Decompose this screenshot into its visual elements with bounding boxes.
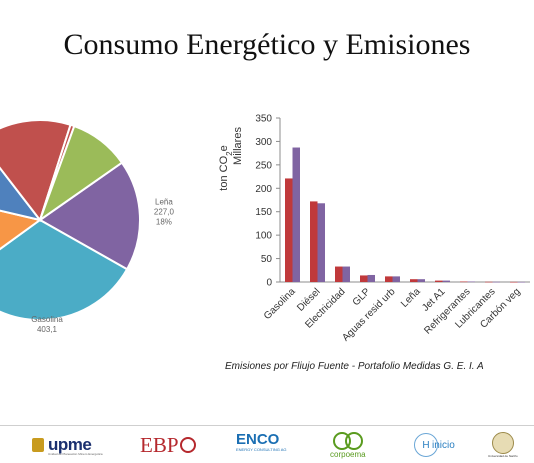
- x-tick-label: Gasolina: [262, 286, 298, 322]
- chart-caption: Emisiones por Fliujo Fuente - Portafolio…: [225, 361, 484, 372]
- bar-6-series-1: [443, 281, 451, 282]
- bar-0-series-0: [285, 178, 293, 282]
- hinicio-logo: H inicio: [414, 432, 455, 458]
- logo-strip: upme Unidad de Planeación Minero Energét…: [0, 425, 534, 463]
- y-axis-label-units: Millares: [232, 127, 244, 165]
- bar-8-series-0: [485, 282, 493, 283]
- bar-7-series-0: [460, 282, 468, 283]
- bar-9-series-1: [518, 282, 526, 283]
- y-tick-label: 0: [266, 278, 272, 289]
- bar-2-series-0: [335, 267, 343, 282]
- bar-7-series-1: [468, 282, 476, 283]
- ebp-ring-icon: [180, 437, 196, 453]
- pie-label: Gasolina: [31, 315, 63, 324]
- upme-logo-subtext: Unidad de Planeación Minero Energética: [48, 452, 103, 456]
- corpoema-logo: corpoema: [330, 432, 366, 458]
- bar-0-series-1: [293, 148, 301, 282]
- pie-label: Leña: [155, 198, 173, 207]
- y-tick-label: 50: [261, 254, 273, 265]
- y-tick-label: 300: [255, 137, 272, 148]
- ebp-logo: EBP: [140, 432, 196, 458]
- corpoema-logo-text: corpoema: [330, 450, 366, 459]
- upme-logo: upme Unidad de Planeación Minero Energét…: [32, 432, 91, 458]
- hinicio-logo-text: inicio: [432, 440, 455, 451]
- enco-logo-text: ENCO: [236, 432, 279, 447]
- corpoema-rings-icon: [336, 432, 360, 450]
- bar-4-series-0: [385, 276, 393, 282]
- slide-title: Consumo Energético y Emisiones: [0, 28, 534, 62]
- bar-1-series-1: [318, 203, 326, 282]
- x-tick-label: GLP: [351, 286, 373, 308]
- bar-1-series-0: [310, 201, 318, 282]
- bar-5-series-1: [418, 279, 426, 282]
- upme-mark-icon: [32, 438, 44, 452]
- y-tick-label: 100: [255, 231, 272, 242]
- universidad-narino-logo: Universidad de Nariño: [488, 432, 518, 458]
- y-tick-label: 350: [255, 114, 272, 125]
- y-tick-label: 200: [255, 184, 272, 195]
- ylabel-top: ton CO: [218, 155, 230, 190]
- bar-2-series-1: [343, 267, 351, 282]
- enco-logo-subtext: ENERGY CONSULTING AG: [236, 447, 287, 452]
- ebp-logo-text: EBP: [140, 433, 179, 458]
- bar-3-series-1: [368, 275, 376, 282]
- enco-logo: ENCO ENERGY CONSULTING AG: [236, 432, 287, 458]
- bar-5-series-0: [410, 279, 418, 282]
- bar-9-series-0: [510, 282, 518, 283]
- bar-4-series-1: [393, 276, 401, 282]
- y-tick-label: 150: [255, 207, 272, 218]
- bar-6-series-0: [435, 281, 443, 282]
- university-seal-icon: [492, 432, 514, 454]
- pie-label: 18%: [156, 218, 172, 227]
- pie-label: 227,0: [154, 208, 175, 217]
- y-tick-label: 250: [255, 160, 272, 171]
- university-logo-subtext: Universidad de Nariño: [488, 454, 518, 458]
- bar-3-series-0: [360, 275, 368, 282]
- ylabel-e: e: [218, 145, 230, 151]
- bar-8-series-1: [493, 282, 501, 283]
- pie-label: 403,1: [37, 325, 58, 334]
